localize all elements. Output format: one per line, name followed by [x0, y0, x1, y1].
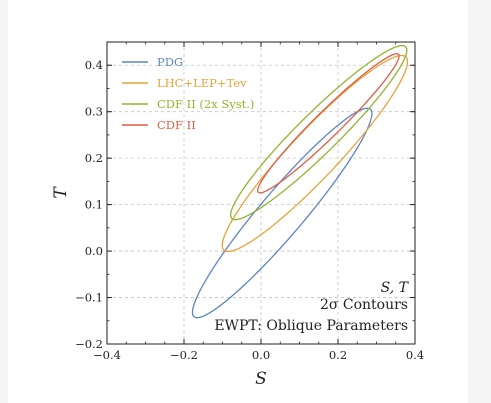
- y-tick-label: 0.0: [85, 244, 103, 258]
- x-tick-label: −0.2: [170, 348, 198, 362]
- y-tick-label: 0.4: [85, 58, 103, 72]
- contour-ellipse-2: [229, 44, 408, 221]
- x-axis-label: S: [255, 369, 267, 389]
- legend-label-1: LHC+LEP+Tev: [157, 76, 247, 90]
- annotation-0: S, T: [381, 280, 410, 296]
- legend-label-0: PDG: [157, 55, 183, 69]
- y-tick-label: 0.2: [85, 151, 103, 165]
- contour-ellipse-3: [257, 53, 400, 194]
- y-axis-label: T: [51, 186, 71, 199]
- legend-label-2: CDF II (2x Syst.): [157, 97, 254, 111]
- figure-background: [8, 0, 468, 403]
- x-tick-label: −0.4: [93, 348, 121, 362]
- x-tick-label: 0.0: [252, 348, 270, 362]
- y-tick-label: −0.2: [75, 337, 103, 351]
- legend-label-3: CDF II: [157, 118, 196, 132]
- y-tick-label: 0.1: [85, 198, 103, 212]
- plot-area: −0.4 −0.2 0.0 0.2 0.4−0.2−0.10.00.10.20.30.4…: [51, 41, 424, 389]
- annotation-2: EWPT: Oblique Parameters: [214, 318, 408, 334]
- y-tick-label: −0.1: [75, 291, 103, 305]
- annotation-1: 2σ Contours: [320, 297, 408, 313]
- y-tick-label: 0.3: [85, 105, 103, 119]
- contour-ellipse-1: [221, 54, 409, 253]
- x-tick-label: 0.2: [329, 348, 347, 362]
- contour-ellipse-0: [191, 107, 373, 319]
- x-tick-label: 0.4: [406, 348, 424, 362]
